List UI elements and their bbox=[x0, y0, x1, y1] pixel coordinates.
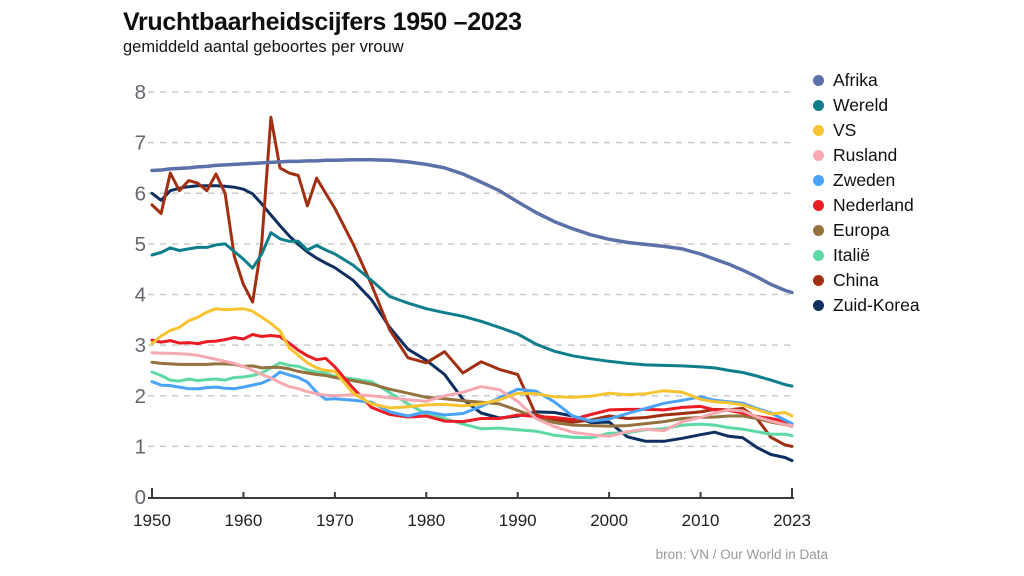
series-line-china bbox=[150, 115, 794, 448]
series-line-europa bbox=[150, 360, 794, 428]
legend-item-zweden: Zweden bbox=[813, 168, 920, 193]
y-tick-label: 5 bbox=[135, 233, 146, 256]
x-tick-label: 1990 bbox=[499, 511, 537, 530]
y-tick-label: 3 bbox=[135, 334, 146, 357]
legend-item-label: China bbox=[833, 270, 879, 290]
x-tick-label: 1980 bbox=[407, 511, 445, 530]
legend-item-wereld: Wereld bbox=[813, 93, 920, 118]
chart-legend: Afrika Wereld VS Rusland Zweden Nederlan… bbox=[813, 68, 920, 318]
x-tick-label: 2010 bbox=[682, 511, 720, 530]
x-tick-label: 1970 bbox=[316, 511, 354, 530]
legend-color-dot-icon bbox=[813, 175, 824, 186]
legend-item-europa: Europa bbox=[813, 218, 920, 243]
y-tick-label: 4 bbox=[135, 284, 146, 307]
legend-color-dot-icon bbox=[813, 300, 824, 311]
axis-tick-labels: 0 1 2 3 4 5 6 7 8 1950 1960 1970 1980 1990 2000 2010 202… bbox=[133, 81, 811, 530]
legend-item-label: Italië bbox=[833, 245, 870, 265]
legend-item-label: Europa bbox=[833, 220, 890, 240]
y-tick-label: 7 bbox=[135, 132, 146, 155]
legend-item-afrika: Afrika bbox=[813, 68, 920, 93]
legend-item-label: Rusland bbox=[833, 145, 898, 165]
legend-color-dot-icon bbox=[813, 125, 824, 136]
source-credit: bron: VN / Our World in Data bbox=[655, 547, 828, 562]
legend-color-dot-icon bbox=[813, 75, 824, 86]
y-tick-label: 2 bbox=[135, 385, 146, 408]
series-line-zuid-korea bbox=[150, 184, 794, 463]
x-tick-label: 2000 bbox=[590, 511, 628, 530]
series-line-vs bbox=[150, 307, 794, 418]
legend-color-dot-icon bbox=[813, 225, 824, 236]
y-tick-label: 1 bbox=[135, 435, 146, 458]
legend-item-nederland: Nederland bbox=[813, 193, 920, 218]
series-line-rusland bbox=[150, 351, 794, 438]
gridlines bbox=[148, 91, 795, 448]
legend-item-label: Zuid-Korea bbox=[833, 295, 920, 315]
series-line-afrika bbox=[150, 158, 794, 295]
x-axis bbox=[148, 488, 794, 499]
legend-item-label: Afrika bbox=[833, 70, 878, 90]
legend-color-dot-icon bbox=[813, 200, 824, 211]
series-line-wereld bbox=[150, 231, 794, 388]
x-tick-label: 1960 bbox=[225, 511, 263, 530]
x-tick-label: 2023 bbox=[773, 511, 811, 530]
legend-item-vs: VS bbox=[813, 118, 920, 143]
series-line-zweden bbox=[150, 370, 794, 426]
legend-item-label: Wereld bbox=[833, 95, 889, 115]
chart-title: Vruchtbaarheidscijfers 1950 –2023 bbox=[123, 8, 522, 36]
legend-item-label: Nederland bbox=[833, 195, 914, 215]
legend-color-dot-icon bbox=[813, 100, 824, 111]
legend-color-dot-icon bbox=[813, 250, 824, 261]
y-tick-label: 0 bbox=[135, 486, 146, 509]
legend-item-rusland: Rusland bbox=[813, 143, 920, 168]
y-tick-label: 8 bbox=[135, 81, 146, 104]
y-tick-label: 6 bbox=[135, 182, 146, 205]
legend-item-zuid-korea: Zuid-Korea bbox=[813, 293, 920, 318]
chart-subtitle: gemiddeld aantal geboortes per vrouw bbox=[123, 38, 404, 56]
legend-item-china: China bbox=[813, 268, 920, 293]
legend-item-label: Zweden bbox=[833, 170, 896, 190]
legend-color-dot-icon bbox=[813, 150, 824, 161]
series-lines bbox=[150, 115, 794, 463]
legend-item-label: VS bbox=[833, 120, 857, 140]
x-tick-label: 1950 bbox=[133, 511, 171, 530]
legend-color-dot-icon bbox=[813, 275, 824, 286]
series-line-nederland bbox=[150, 333, 794, 427]
legend-item-italië: Italië bbox=[813, 243, 920, 268]
